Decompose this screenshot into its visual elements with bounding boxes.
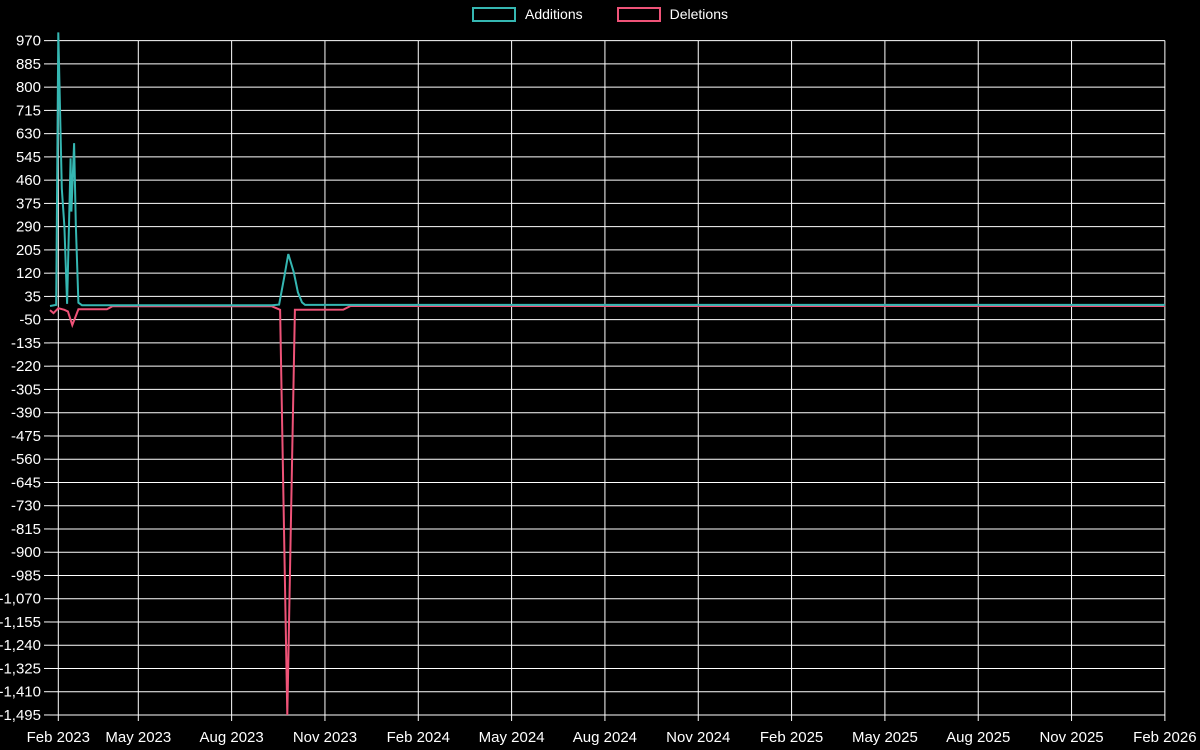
x-tick-label: Aug 2023	[200, 729, 264, 746]
y-tick-label: 885	[16, 56, 41, 73]
y-tick-label: -1,240	[0, 637, 41, 654]
additions-legend-swatch-icon	[472, 6, 517, 22]
series-lines	[49, 32, 1165, 716]
y-tick-label: 460	[16, 172, 41, 189]
y-tick-label: -730	[11, 498, 41, 515]
x-tick-label: Aug 2025	[946, 729, 1010, 746]
y-tick-label: -900	[11, 544, 41, 561]
y-tick-label: -305	[11, 381, 41, 398]
y-tick-label: -1,070	[0, 591, 41, 608]
y-tick-label: -815	[11, 521, 41, 538]
legend-item-deletions[interactable]: Deletions	[616, 6, 728, 22]
y-tick-label: -390	[11, 405, 41, 422]
y-tick-label: 970	[16, 33, 41, 50]
y-tick-label: 375	[16, 195, 41, 212]
chart-legend: Additions Deletions	[0, 6, 1200, 22]
x-tick-label: May 2024	[479, 729, 545, 746]
x-tick-label: Nov 2024	[666, 729, 730, 746]
y-tick-label: 290	[16, 219, 41, 236]
x-tick-label: Feb 2026	[1133, 729, 1196, 746]
x-tick-label: Feb 2023	[27, 729, 90, 746]
x-tick-label: Feb 2024	[387, 729, 450, 746]
y-tick-label: 800	[16, 79, 41, 96]
deletions-legend-label: Deletions	[669, 6, 728, 22]
y-tick-label: 630	[16, 126, 41, 143]
y-tick-label: -645	[11, 474, 41, 491]
y-tick-label: -50	[19, 312, 41, 329]
y-tick-label: 545	[16, 149, 41, 166]
additions-legend-label: Additions	[525, 6, 583, 22]
x-tick-label: Feb 2025	[760, 729, 823, 746]
x-tick-label: May 2023	[105, 729, 171, 746]
y-tick-label: 120	[16, 265, 41, 282]
y-tick-label: -1,410	[0, 684, 41, 701]
gridlines	[50, 40, 1166, 716]
y-tick-label: -1,495	[0, 707, 41, 724]
additions-line[interactable]	[49, 32, 1165, 307]
y-tick-label: -135	[11, 335, 41, 352]
x-tick-label: Nov 2025	[1039, 729, 1103, 746]
legend-item-additions[interactable]: Additions	[472, 6, 583, 22]
x-tick-label: May 2025	[852, 729, 918, 746]
y-tick-label: 35	[24, 288, 41, 305]
deletions-line[interactable]	[49, 305, 1165, 716]
x-tick-label: Nov 2023	[293, 729, 357, 746]
y-tick-label: -985	[11, 567, 41, 584]
y-tick-label: -560	[11, 451, 41, 468]
y-tick-label: -1,155	[0, 614, 41, 631]
tick-marks	[44, 40, 1166, 721]
y-tick-label: -220	[11, 358, 41, 375]
deletions-legend-swatch-icon	[616, 6, 661, 22]
x-tick-label: Aug 2024	[573, 729, 637, 746]
y-tick-label: -475	[11, 428, 41, 445]
y-tick-label: 205	[16, 242, 41, 259]
axis-labels: 970 885 800 715 630 545 460 375 290 205 120 35 -50 -1…	[0, 33, 1197, 746]
y-tick-label: -1,325	[0, 660, 41, 677]
y-tick-label: 715	[16, 102, 41, 119]
